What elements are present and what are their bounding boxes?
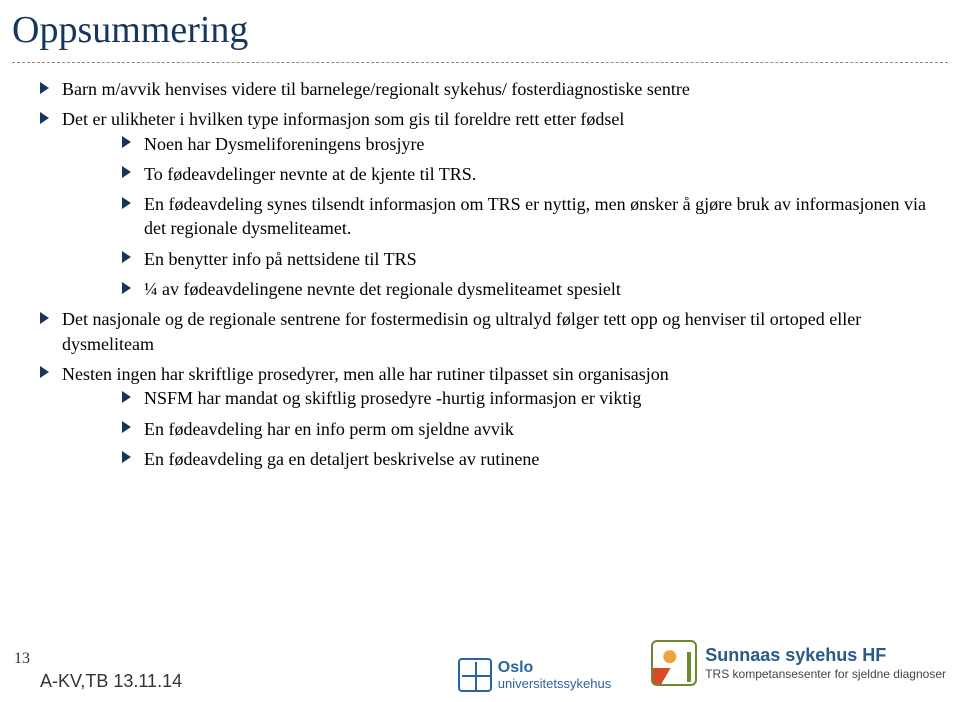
- bullet-icon: [122, 451, 131, 463]
- list-item-text: Det nasjonale og de regionale sentrene f…: [62, 309, 861, 353]
- logo-line1: Oslo: [498, 659, 611, 677]
- title-divider: [12, 62, 948, 63]
- page-number: 13: [14, 650, 30, 668]
- bullet-icon: [122, 251, 131, 263]
- logo-mark-icon: [651, 640, 697, 686]
- list-item-text: En fødeavdeling har en info perm om sjel…: [144, 419, 514, 439]
- footer: 13 A-KV,TB 13.11.14 Oslo universitetssyk…: [0, 636, 960, 696]
- slide-body: Barn m/avvik henvises videre til barnele…: [0, 77, 960, 471]
- list-item: NSFM har mandat og skiftlig prosedyre -h…: [122, 386, 942, 410]
- list-item-text: NSFM har mandat og skiftlig prosedyre -h…: [144, 388, 641, 408]
- bullet-icon: [122, 391, 131, 403]
- list-item-text: To fødeavdelinger nevnte at de kjente ti…: [144, 164, 476, 184]
- bullet-icon: [122, 282, 131, 294]
- list-item-text: Noen har Dysmeliforeningens brosjyre: [144, 134, 424, 154]
- list-item-text: Barn m/avvik henvises videre til barnele…: [62, 79, 690, 99]
- bullet-list-l2: NSFM har mandat og skiftlig prosedyre -h…: [62, 386, 942, 471]
- list-item: To fødeavdelinger nevnte at de kjente ti…: [122, 162, 942, 186]
- list-item: Det nasjonale og de regionale sentrene f…: [40, 307, 942, 356]
- footer-refcode: A-KV,TB 13.11.14: [40, 671, 182, 692]
- bullet-icon: [122, 197, 131, 209]
- list-item: En benytter info på nettsidene til TRS: [122, 247, 942, 271]
- bullet-icon: [40, 312, 49, 324]
- bullet-icon: [122, 166, 131, 178]
- logo-text: Oslo universitetssykehus: [498, 659, 611, 691]
- list-item: ¼ av fødeavdelingene nevnte det regional…: [122, 277, 942, 301]
- logo-mark-icon: [458, 658, 492, 692]
- list-item-text: Nesten ingen har skriftlige prosedyrer, …: [62, 364, 669, 384]
- page-title: Oppsummering: [0, 0, 960, 52]
- bullet-icon: [40, 82, 49, 94]
- bullet-icon: [40, 366, 49, 378]
- bullet-list-l2: Noen har Dysmeliforeningens brosjyre To …: [62, 132, 942, 302]
- logo-text: Sunnaas sykehus HF TRS kompetansesenter …: [705, 645, 946, 681]
- logo-oslo-universitetssykehus: Oslo universitetssykehus: [458, 658, 611, 692]
- logo-line2: universitetssykehus: [498, 677, 611, 691]
- bullet-list-l1: Barn m/avvik henvises videre til barnele…: [18, 77, 942, 471]
- logo-line2: TRS kompetansesenter for sjeldne diagnos…: [705, 667, 946, 681]
- list-item-text: En fødeavdeling synes tilsendt informasj…: [144, 194, 926, 238]
- bullet-icon: [122, 421, 131, 433]
- list-item: En fødeavdeling synes tilsendt informasj…: [122, 192, 942, 241]
- list-item: En fødeavdeling ga en detaljert beskrive…: [122, 447, 942, 471]
- list-item-text: En benytter info på nettsidene til TRS: [144, 249, 417, 269]
- logo-line1: Sunnaas sykehus HF: [705, 645, 946, 667]
- list-item: En fødeavdeling har en info perm om sjel…: [122, 417, 942, 441]
- list-item: Barn m/avvik henvises videre til barnele…: [40, 77, 942, 101]
- list-item: Noen har Dysmeliforeningens brosjyre: [122, 132, 942, 156]
- list-item-text: Det er ulikheter i hvilken type informas…: [62, 109, 624, 129]
- list-item-text: ¼ av fødeavdelingene nevnte det regional…: [144, 279, 621, 299]
- list-item: Det er ulikheter i hvilken type informas…: [40, 107, 942, 301]
- bullet-icon: [40, 112, 49, 124]
- list-item: Nesten ingen har skriftlige prosedyrer, …: [40, 362, 942, 471]
- list-item-text: En fødeavdeling ga en detaljert beskrive…: [144, 449, 539, 469]
- bullet-icon: [122, 136, 131, 148]
- logo-sunnaas: Sunnaas sykehus HF TRS kompetansesenter …: [651, 640, 946, 686]
